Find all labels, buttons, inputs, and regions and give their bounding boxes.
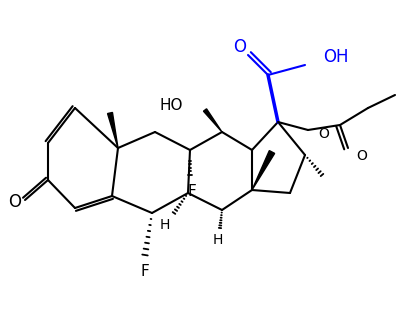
Text: OH: OH	[323, 48, 348, 66]
Polygon shape	[108, 113, 118, 148]
Polygon shape	[203, 109, 222, 132]
Text: F: F	[141, 264, 149, 280]
Text: F: F	[188, 184, 196, 199]
Text: O: O	[318, 127, 329, 141]
Text: O: O	[9, 193, 21, 211]
Text: O: O	[234, 38, 247, 56]
Polygon shape	[252, 151, 275, 190]
Text: O: O	[356, 149, 367, 163]
Text: H: H	[213, 233, 223, 247]
Text: H: H	[160, 218, 170, 232]
Text: HO: HO	[160, 98, 183, 113]
